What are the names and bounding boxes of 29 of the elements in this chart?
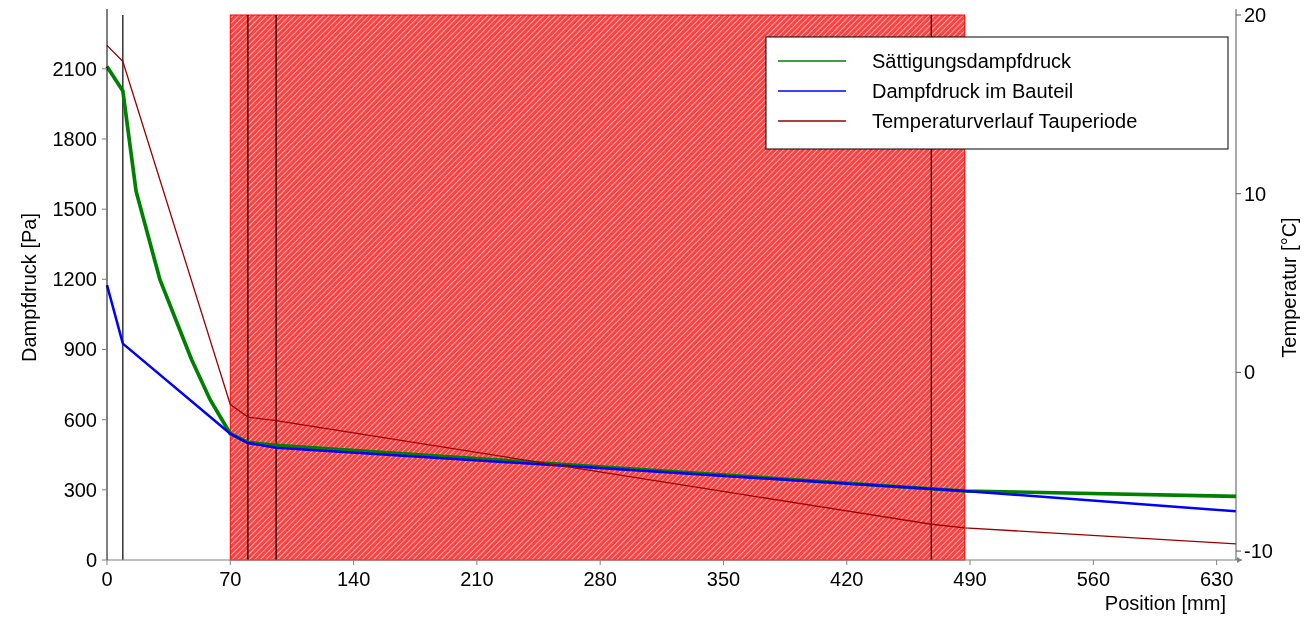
x-tick-label: 490 <box>953 568 987 590</box>
y-tick-label: 900 <box>63 338 97 361</box>
x-tick-label: 350 <box>706 568 741 590</box>
x-tick-label: 70 <box>219 568 242 590</box>
x-axis-title: Position [mm] <box>1104 592 1226 614</box>
y-tick-label: 300 <box>63 478 97 501</box>
x-tick-label: 420 <box>830 568 864 590</box>
x-tick-label: 140 <box>336 568 371 590</box>
y-tick-label: 600 <box>63 408 97 431</box>
line-series <box>105 283 1238 513</box>
y-axis-title: Dampfdruck [Pa] <box>18 213 40 362</box>
y-tick-label: 2100 <box>52 57 97 80</box>
y2-tick-label: 10 <box>1244 182 1267 205</box>
y2-tick-label: -10 <box>1244 540 1273 563</box>
y2-tick-label: 0 <box>1244 361 1256 384</box>
y2-tick-label: 20 <box>1244 4 1267 26</box>
x-tick-label: 280 <box>583 568 617 590</box>
y2-axis-title: Temperatur [°C] <box>1278 217 1300 358</box>
legend-label: Dampfdruck im Bauteil <box>872 80 1074 102</box>
x-tick-label: 560 <box>1076 568 1111 590</box>
y-tick-label: 0 <box>85 549 97 571</box>
y-tick-label: 1500 <box>52 198 97 221</box>
legend-label: Sättigungsdampfdruck <box>872 50 1072 72</box>
x-tick-label: 210 <box>460 568 494 590</box>
y-tick-label: 1200 <box>52 268 97 291</box>
legend-label: Temperaturverlauf Tauperiode <box>872 110 1138 132</box>
x-tick-label: 0 <box>101 568 113 590</box>
x-tick-label: 630 <box>1199 568 1234 590</box>
y-tick-label: 1800 <box>52 127 97 150</box>
